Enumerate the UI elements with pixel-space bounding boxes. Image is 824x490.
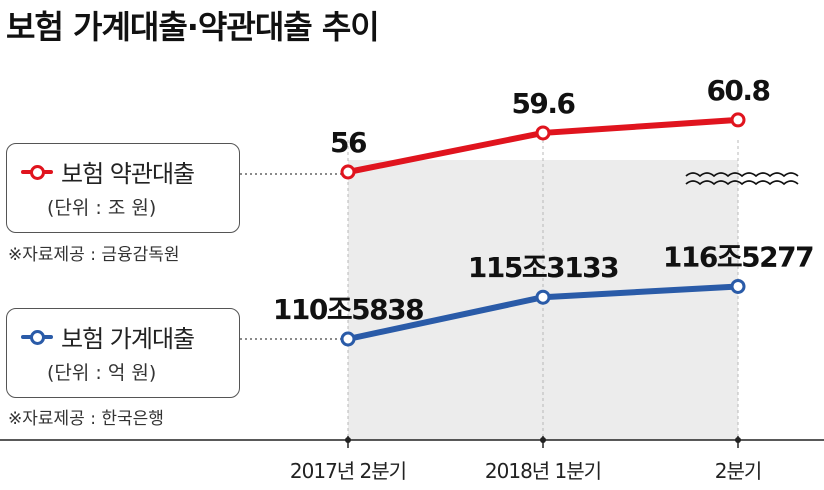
data-label-1-1: 115조3133 bbox=[468, 251, 618, 284]
data-point-0-2 bbox=[730, 112, 746, 128]
data-label-1-2: 116조5277 bbox=[663, 240, 813, 273]
data-label-0-2: 60.8 bbox=[706, 74, 769, 107]
data-point-1-0 bbox=[340, 331, 356, 347]
data-label-1-0: 110조5838 bbox=[273, 293, 423, 326]
axis-break-icon-top bbox=[685, 172, 799, 178]
legend-unit-household-loan: (단위 : 억 원) bbox=[47, 362, 157, 384]
legend-box-policy-loan: 보험 약관대출 (단위 : 조 원) bbox=[6, 143, 240, 233]
data-point-1-1 bbox=[535, 289, 551, 305]
legend-unit-policy-loan: (단위 : 조 원) bbox=[47, 197, 157, 219]
x-tick-dot-0 bbox=[345, 437, 351, 443]
x-tick-dot-1 bbox=[540, 437, 546, 443]
red-line-sample-icon bbox=[21, 164, 53, 180]
data-point-0-1 bbox=[535, 125, 551, 141]
x-tick-label-2: 2분기 bbox=[715, 459, 762, 483]
legend-box-household-loan: 보험 가계대출 (단위 : 억 원) bbox=[6, 308, 240, 398]
source-policy-loan: ※자료제공 : 금융감독원 bbox=[8, 245, 180, 265]
legend-label-household-loan: 보험 가계대출 bbox=[61, 325, 195, 353]
data-point-0-0 bbox=[340, 164, 356, 180]
x-tick-dot-2 bbox=[735, 437, 741, 443]
blue-line-sample-icon bbox=[21, 329, 53, 345]
x-tick-label-0: 2017년 2분기 bbox=[290, 459, 406, 483]
source-household-loan: ※자료제공 : 한국은행 bbox=[8, 409, 164, 429]
data-label-0-0: 56 bbox=[330, 126, 366, 159]
data-point-1-2 bbox=[730, 278, 746, 294]
x-tick-label-1: 2018년 1분기 bbox=[485, 459, 601, 483]
axis-break-icon-bottom bbox=[685, 180, 799, 186]
data-label-0-1: 59.6 bbox=[511, 87, 574, 120]
legend-label-policy-loan: 보험 약관대출 bbox=[61, 160, 195, 188]
chart-title: 보험 가계대출·약관대출 추이 bbox=[6, 8, 380, 46]
